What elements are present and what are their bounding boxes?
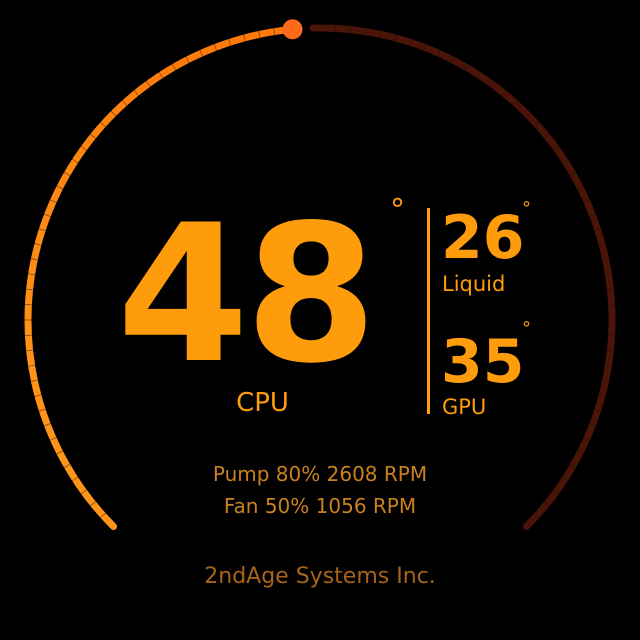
gauge-tick [49, 199, 57, 204]
gauge-tick [379, 30, 382, 38]
gauge-tick [49, 436, 57, 441]
liquid-label: Liquid [442, 272, 506, 296]
gauge-tick [606, 349, 614, 352]
gauge-tick [602, 379, 610, 382]
gauge-tick [476, 71, 482, 79]
gauge-tick [63, 463, 71, 469]
gauge-tick [63, 171, 71, 177]
gauge-tick [576, 450, 584, 455]
gauge-tick [80, 145, 87, 151]
gauge-tick [100, 512, 106, 519]
gauge-tick [28, 364, 36, 367]
gauge-tick [598, 394, 606, 397]
readout-divider [427, 208, 430, 414]
gauge-tick [43, 423, 51, 427]
gauge-tick [583, 199, 591, 204]
gauge-tick [561, 158, 569, 164]
gauge-tick [589, 213, 597, 217]
gauge-tick [133, 90, 139, 97]
gauge-tick [423, 43, 427, 51]
gauge-tick [26, 349, 34, 352]
gauge-tick [408, 38, 412, 46]
gauge-tick [26, 288, 34, 291]
liquid-temperature-value: 26 [441, 203, 525, 273]
gauge-tick [28, 273, 36, 276]
gauge-tick [561, 476, 569, 482]
gauge-tick [463, 63, 469, 71]
gauge-tick [171, 63, 177, 71]
gauge-tick [34, 394, 42, 397]
gauge-tick [501, 90, 507, 97]
cpu-temperature-value: 48 [116, 184, 377, 405]
gauge-tick [110, 110, 117, 117]
gauge-tick [576, 185, 584, 190]
gauge-tick [598, 243, 606, 246]
gauge-tick [80, 489, 87, 495]
gpu-label: GPU [442, 395, 487, 419]
gpu-temperature-value: 35 [441, 327, 525, 397]
gauge-tick-marks [24, 24, 616, 519]
gauge-tick [100, 121, 106, 128]
fan-status-text: Fan 50% 1056 RPM [223, 494, 417, 518]
gauge-tick [90, 501, 97, 507]
gauge-indicator-dot [282, 19, 303, 40]
gauge-tick [583, 436, 591, 441]
gauge-tick [273, 28, 276, 36]
brand-name: 2ndAge Systems Inc. [204, 564, 436, 589]
gauge-tick [606, 288, 614, 291]
gauge-tick [602, 258, 610, 261]
gauge-tick [594, 228, 602, 232]
gauge-progress-arc [24, 25, 297, 530]
gauge-tick [553, 489, 560, 495]
pump-status-text: Pump 80% 2608 RPM [212, 462, 428, 486]
gauge-tick [213, 43, 217, 51]
gauge-remaining-track [309, 24, 616, 530]
cpu-degree-symbol: ° [390, 193, 405, 228]
gauge-tick [121, 100, 128, 106]
gauge-tick [145, 80, 151, 87]
gauge-tick [185, 56, 190, 64]
gauge-tick [34, 243, 42, 246]
gauge-tick [543, 133, 550, 139]
gauge-tick [589, 423, 597, 427]
gauge-tick [90, 133, 97, 139]
gauge-tick [553, 145, 560, 151]
gauge-tick [56, 450, 64, 455]
gauge-tick [158, 71, 164, 79]
gauge-tick [43, 213, 51, 217]
gauge-tick [38, 408, 46, 412]
gauge-tick [604, 364, 612, 367]
gauge-tick [604, 273, 612, 276]
gauge-tick [71, 158, 79, 164]
gauge-tick [512, 100, 519, 106]
cpu-label: CPU [236, 388, 289, 418]
gauge-tick [56, 185, 64, 190]
gauge-tick [436, 49, 441, 57]
gauge-tick [199, 49, 204, 57]
gauge-tick [38, 228, 46, 232]
gauge-tick [258, 30, 261, 38]
gauge-tick [569, 463, 577, 469]
gauge-tick [534, 512, 540, 519]
gauge-tick [243, 34, 246, 42]
gauge-tick [349, 26, 352, 34]
gauge-tick [30, 258, 38, 261]
gauge-tick [394, 34, 397, 42]
gauge-tick [489, 80, 495, 87]
gauge-tick [594, 408, 602, 412]
liquid-degree-symbol: ° [522, 198, 531, 219]
gauge-tick [364, 28, 367, 36]
gpu-degree-symbol: ° [522, 318, 531, 339]
gauge-tick [71, 476, 79, 482]
gauge-tick [228, 38, 232, 46]
gauge-tick [30, 379, 38, 382]
gauge-tick [523, 110, 530, 117]
gauge-tick [534, 121, 540, 128]
gauge-tick [569, 171, 577, 177]
gauge-tick [543, 501, 550, 507]
gauge-tick [450, 56, 455, 64]
